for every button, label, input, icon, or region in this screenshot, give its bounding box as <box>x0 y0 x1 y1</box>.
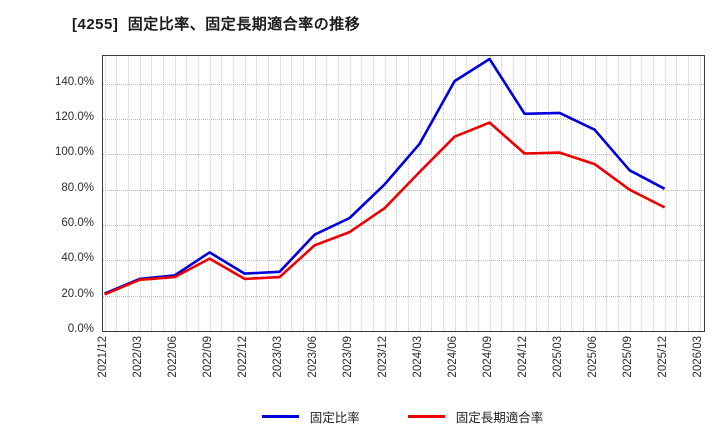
x-gridline-minor <box>687 56 689 331</box>
x-tick-label: 2025/06 <box>586 336 599 378</box>
x-tick-label: 2025/12 <box>656 336 669 378</box>
x-gridline-major <box>489 56 491 331</box>
x-gridline-minor <box>337 56 339 331</box>
legend-line-red <box>407 414 445 418</box>
x-gridline-major <box>699 56 701 331</box>
x-gridline-major <box>559 56 561 331</box>
x-tick-label: 2025/09 <box>621 336 634 378</box>
y-tick-label: 20.0% <box>61 287 94 300</box>
y-tick-label: 100.0% <box>54 146 94 159</box>
x-gridline-minor <box>606 56 608 331</box>
x-tick-label: 2023/09 <box>341 336 354 378</box>
y-tick-label: 40.0% <box>61 252 94 265</box>
x-gridline-minor <box>617 56 619 331</box>
x-gridline-minor <box>162 56 164 331</box>
x-gridline-major <box>279 56 281 331</box>
x-gridline-minor <box>466 56 468 331</box>
series-line-1 <box>104 121 666 296</box>
y-tick-label: 120.0% <box>54 111 94 124</box>
x-gridline-minor <box>221 56 223 331</box>
x-tick-label: 2022/12 <box>236 336 249 378</box>
x-gridline-major <box>174 56 176 331</box>
x-gridline-minor <box>571 56 573 331</box>
x-gridline-major <box>454 56 456 331</box>
legend: 固定比率 固定長期適合率 <box>102 404 703 428</box>
x-gridline-major <box>629 56 631 331</box>
plot-area <box>102 55 705 332</box>
x-tick-label: 2021/12 <box>96 336 109 378</box>
chart-title: [4255] 固定比率、固定長期適合率の推移 <box>72 16 361 33</box>
x-gridline-minor <box>326 56 328 331</box>
x-gridline-minor <box>116 56 118 331</box>
x-tick-label: 2022/06 <box>166 336 179 378</box>
x-tick-label: 2024/09 <box>481 336 494 378</box>
x-tick-label: 2024/03 <box>411 336 424 378</box>
legend-label: 固定長期適合率 <box>455 410 544 425</box>
x-gridline-minor <box>512 56 514 331</box>
x-gridline-major <box>314 56 316 331</box>
y-gridline <box>103 295 704 297</box>
y-tick-label: 140.0% <box>54 75 94 88</box>
x-gridline-minor <box>197 56 199 331</box>
x-gridline-major <box>384 56 386 331</box>
y-gridline <box>103 260 704 262</box>
legend-label: 固定比率 <box>309 410 360 425</box>
legend-item-fixed-ratio: 固定比率 <box>261 407 360 426</box>
x-tick-label: 2025/03 <box>551 336 564 378</box>
x-gridline-minor <box>501 56 503 331</box>
x-gridline-minor <box>676 56 678 331</box>
series-plot <box>104 57 666 296</box>
y-gridline <box>103 119 704 121</box>
x-tick-label: 2024/06 <box>446 336 459 378</box>
x-gridline-minor <box>232 56 234 331</box>
series-line-0 <box>104 57 666 295</box>
y-tick-label: 0.0% <box>67 323 94 335</box>
x-tick-label: 2023/06 <box>306 336 319 378</box>
x-tick-label: 2024/12 <box>516 336 529 378</box>
x-gridline-minor <box>442 56 444 331</box>
x-tick-label: 2026/03 <box>691 336 704 378</box>
y-gridline <box>103 225 704 227</box>
x-gridline-minor <box>641 56 643 331</box>
x-tick-label: 2022/09 <box>201 336 214 378</box>
x-gridline-minor <box>547 56 549 331</box>
x-gridline-minor <box>127 56 129 331</box>
x-gridline-major <box>594 56 596 331</box>
x-gridline-minor <box>407 56 409 331</box>
y-gridline <box>103 83 704 85</box>
legend-item-fixed-longterm-ratio: 固定長期適合率 <box>407 407 544 426</box>
x-gridline-minor <box>302 56 304 331</box>
x-gridline-minor <box>361 56 363 331</box>
x-gridline-minor <box>536 56 538 331</box>
x-gridline-major <box>139 56 141 331</box>
y-tick-label: 60.0% <box>61 217 94 230</box>
x-tick-label: 2023/12 <box>376 336 389 378</box>
x-gridline-major <box>244 56 246 331</box>
x-gridline-minor <box>291 56 293 331</box>
x-gridline-minor <box>477 56 479 331</box>
x-gridline-minor <box>186 56 188 331</box>
x-gridline-minor <box>431 56 433 331</box>
x-gridline-minor <box>267 56 269 331</box>
x-gridline-major <box>524 56 526 331</box>
x-gridline-major <box>104 56 106 331</box>
x-gridline-major <box>419 56 421 331</box>
y-tick-label: 80.0% <box>61 181 94 194</box>
x-tick-label: 2022/03 <box>131 336 144 378</box>
y-gridline <box>103 154 704 156</box>
x-tick-label: 2023/03 <box>271 336 284 378</box>
legend-line-blue <box>261 414 299 418</box>
x-gridline-major <box>664 56 666 331</box>
x-gridline-minor <box>151 56 153 331</box>
x-gridline-minor <box>652 56 654 331</box>
x-gridline-major <box>349 56 351 331</box>
x-gridline-minor <box>582 56 584 331</box>
x-gridline-major <box>209 56 211 331</box>
x-gridline-minor <box>396 56 398 331</box>
x-gridline-minor <box>256 56 258 331</box>
